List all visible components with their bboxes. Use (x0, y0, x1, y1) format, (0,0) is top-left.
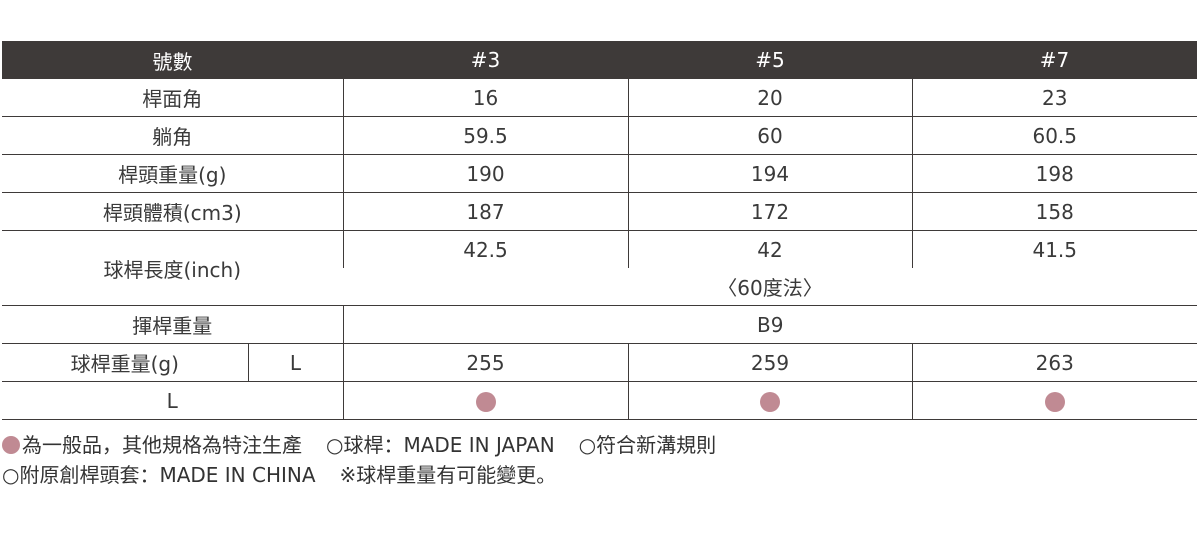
header-cell: 號數 (2, 41, 343, 79)
cell: 158 (911, 192, 1197, 231)
length-row: 球桿長度(inch) 42.5 42 41.5 (2, 230, 1197, 306)
cell: 20 (627, 79, 912, 117)
cell: 42.5 (342, 230, 628, 268)
flex-label: L (247, 343, 343, 382)
cell (342, 381, 628, 420)
note-line: 為一般品，其他規格為特注生產 ○球桿：MADE IN JAPAN ○符合新溝規則 (2, 430, 740, 460)
header-cell: #3 (343, 41, 628, 79)
row: 桿面角 16 20 23 (2, 79, 1197, 117)
row: 桿頭體積(cm3) 187 172 158 (2, 192, 1197, 231)
cell: 41.5 (911, 230, 1197, 268)
note-item: ※球桿重量有可能變更。 (339, 463, 557, 487)
cell: 198 (911, 154, 1197, 193)
row-label: L (2, 381, 343, 420)
cell: 16 (342, 79, 628, 117)
note-item: ○球桿：MADE IN JAPAN (326, 433, 555, 457)
note-item: 為一般品，其他規格為特注生產 (22, 433, 302, 457)
cell: 263 (911, 343, 1197, 382)
cell (911, 381, 1197, 420)
spec-table: 號數 #3 #5 #7 桿面角 16 20 23 躺角 59.5 60 60.5 桿頭重量(g)… (2, 41, 1197, 420)
cell: 259 (627, 343, 912, 382)
row: 躺角 59.5 60 60.5 (2, 116, 1197, 155)
available-dot (760, 392, 780, 412)
row-label: 桿頭重量(g) (2, 154, 343, 193)
row-label: 躺角 (2, 116, 343, 155)
cell: B9 (342, 305, 1197, 344)
cell: 194 (627, 154, 912, 193)
cell: 255 (342, 343, 628, 382)
row-label: 桿面角 (2, 79, 343, 117)
row: 桿頭重量(g) 190 194 198 (2, 154, 1197, 193)
row-label: 桿頭體積(cm3) (2, 192, 343, 231)
shaft-weight-row: 球桿重量(g) L 255 259 263 (2, 343, 1197, 382)
cell: 42 (627, 230, 912, 268)
note-item: ○符合新溝規則 (578, 433, 717, 457)
swing-weight-row: 揮桿重量 B9 (2, 305, 1197, 344)
availability-row: L (2, 381, 1197, 420)
cell: 23 (911, 79, 1197, 117)
row-label: 球桿長度(inch) (2, 230, 343, 306)
length-note-row: 〈60度法〉 (2, 268, 1197, 306)
available-dot (1044, 392, 1065, 412)
cell: 190 (342, 154, 628, 193)
cell (627, 381, 912, 420)
note-line: ○附原創桿頭套：MADE IN CHINA ※球桿重量有可能變更。 (2, 460, 740, 490)
cell: 60.5 (911, 116, 1197, 155)
notes: 為一般品，其他規格為特注生產 ○球桿：MADE IN JAPAN ○符合新溝規則 ○附… (2, 430, 740, 490)
note-cell: 〈60度法〉 (343, 268, 1197, 306)
note-item: ○附原創桿頭套：MADE IN CHINA (2, 463, 316, 487)
cell: 172 (627, 192, 912, 231)
cell: 59.5 (342, 116, 628, 155)
available-dot (475, 392, 496, 412)
note-dot (2, 436, 20, 454)
cell: 187 (342, 192, 628, 231)
header-cell: #7 (912, 41, 1197, 79)
row-label: 揮桿重量 (2, 305, 343, 344)
header-row: 號數 #3 #5 #7 (2, 41, 1197, 79)
table-body: 桿面角 16 20 23 躺角 59.5 60 60.5 桿頭重量(g) 190 194 198 桿頭體… (2, 79, 1197, 231)
row-label: 球桿重量(g) (2, 343, 248, 382)
cell: 60 (627, 116, 912, 155)
header-cell: #5 (628, 41, 912, 79)
